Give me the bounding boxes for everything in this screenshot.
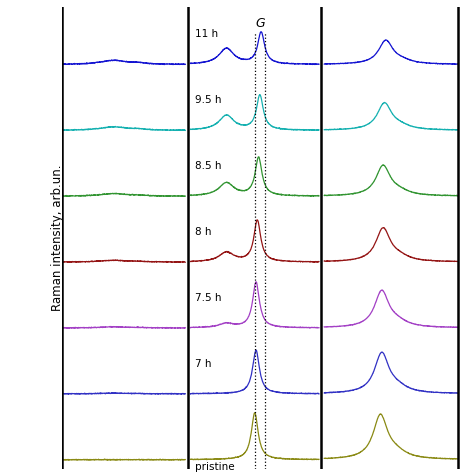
- Text: 7.5 h: 7.5 h: [194, 293, 221, 303]
- Text: 8.5 h: 8.5 h: [194, 161, 221, 171]
- Text: 11 h: 11 h: [194, 29, 218, 39]
- Text: 9.5 h: 9.5 h: [194, 95, 221, 105]
- Text: 7 h: 7 h: [194, 359, 211, 369]
- Text: G: G: [255, 17, 264, 30]
- Text: pristine: pristine: [194, 462, 234, 472]
- Text: Raman intensity, arb.un.: Raman intensity, arb.un.: [51, 165, 64, 311]
- Text: 8 h: 8 h: [194, 227, 211, 237]
